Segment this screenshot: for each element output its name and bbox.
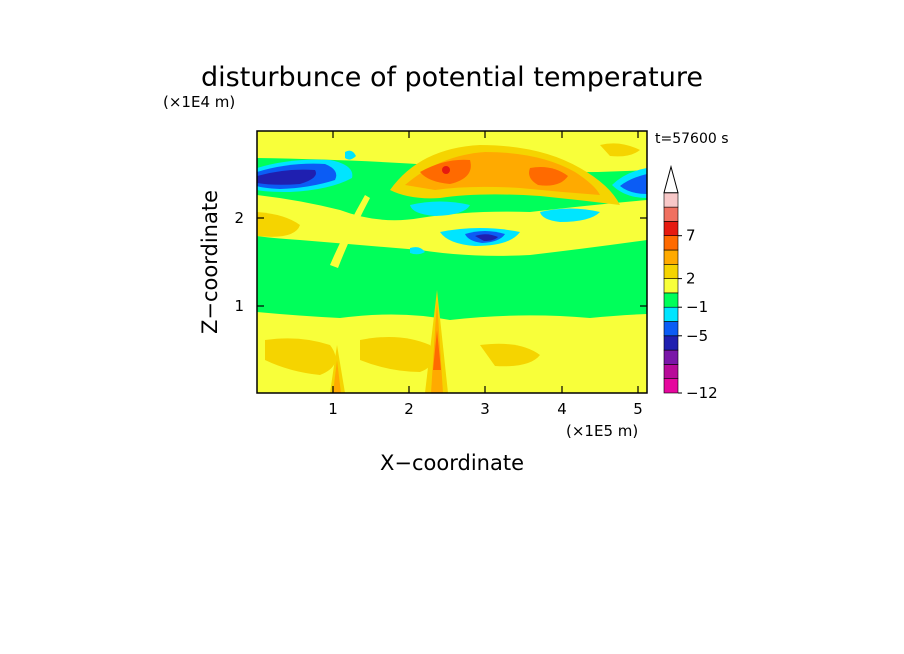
- plot-frame: [256, 130, 648, 394]
- colorbar-swatch: [663, 292, 679, 308]
- x-tick-label: 5: [633, 400, 643, 418]
- time-label: t=57600 s: [655, 131, 729, 147]
- x-tick-labels: 1 2 3 4 5: [328, 400, 643, 418]
- colorbar-extend-arrow: [663, 164, 679, 194]
- y-ticks: [257, 217, 647, 307]
- colorbar-swatch: [663, 192, 679, 208]
- colorbar-swatch: [663, 335, 679, 351]
- x-tick-label: 1: [328, 400, 338, 418]
- colorbar-label: 2: [686, 270, 696, 288]
- x-tick-label: 3: [480, 400, 490, 418]
- y-tick-label: 1: [234, 297, 244, 315]
- y-tick-label: 2: [234, 209, 244, 227]
- colorbar-label: −12: [686, 384, 718, 402]
- colorbar-swatch: [663, 249, 679, 265]
- colorbar-swatch: [663, 321, 679, 337]
- y-scale-label: (×1E4 m): [163, 93, 235, 111]
- colorbar-label: −5: [686, 327, 708, 345]
- chart-title: disturbunce of potential temperature: [201, 62, 703, 93]
- colorbar-swatch: [663, 349, 679, 365]
- colorbar-swatch: [663, 378, 679, 394]
- x-scale-label: (×1E5 m): [566, 422, 638, 440]
- x-tick-label: 4: [557, 400, 567, 418]
- x-ticks: [332, 131, 639, 393]
- colorbar-swatch: [663, 235, 679, 251]
- colorbar-swatch: [663, 306, 679, 322]
- colorbar-swatch: [663, 206, 679, 222]
- y-axis-label: Z−coordinate: [198, 190, 222, 334]
- colorbar-swatch: [663, 263, 679, 279]
- contour-field: [257, 131, 647, 393]
- x-axis-label: X−coordinate: [380, 451, 524, 475]
- colorbar: −12−5−127: [663, 164, 718, 402]
- x-tick-label: 2: [404, 400, 414, 418]
- colorbar-swatch: [663, 364, 679, 379]
- colorbar-swatch: [663, 221, 679, 236]
- colorbar-label: −1: [686, 298, 708, 316]
- colorbar-swatch: [663, 278, 679, 294]
- colorbar-label: 7: [686, 227, 696, 245]
